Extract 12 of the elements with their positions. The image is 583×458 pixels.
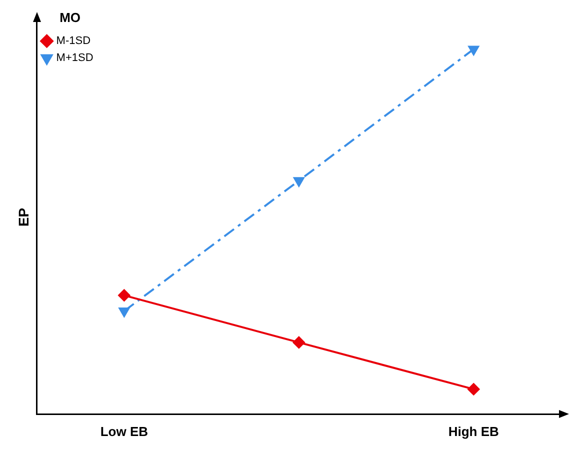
x-tick-label: Low EB [100, 424, 148, 439]
point [118, 289, 130, 302]
legend-label: M+1SD [56, 52, 94, 64]
legend-label: M-1SD [56, 35, 91, 48]
legend-title: MO [60, 10, 81, 26]
point [294, 177, 304, 187]
point [118, 308, 130, 318]
point [468, 383, 480, 396]
x-tick-label: High EB [448, 424, 499, 439]
point [292, 336, 305, 348]
y-axis-title: EP [15, 208, 32, 227]
point [468, 46, 479, 56]
